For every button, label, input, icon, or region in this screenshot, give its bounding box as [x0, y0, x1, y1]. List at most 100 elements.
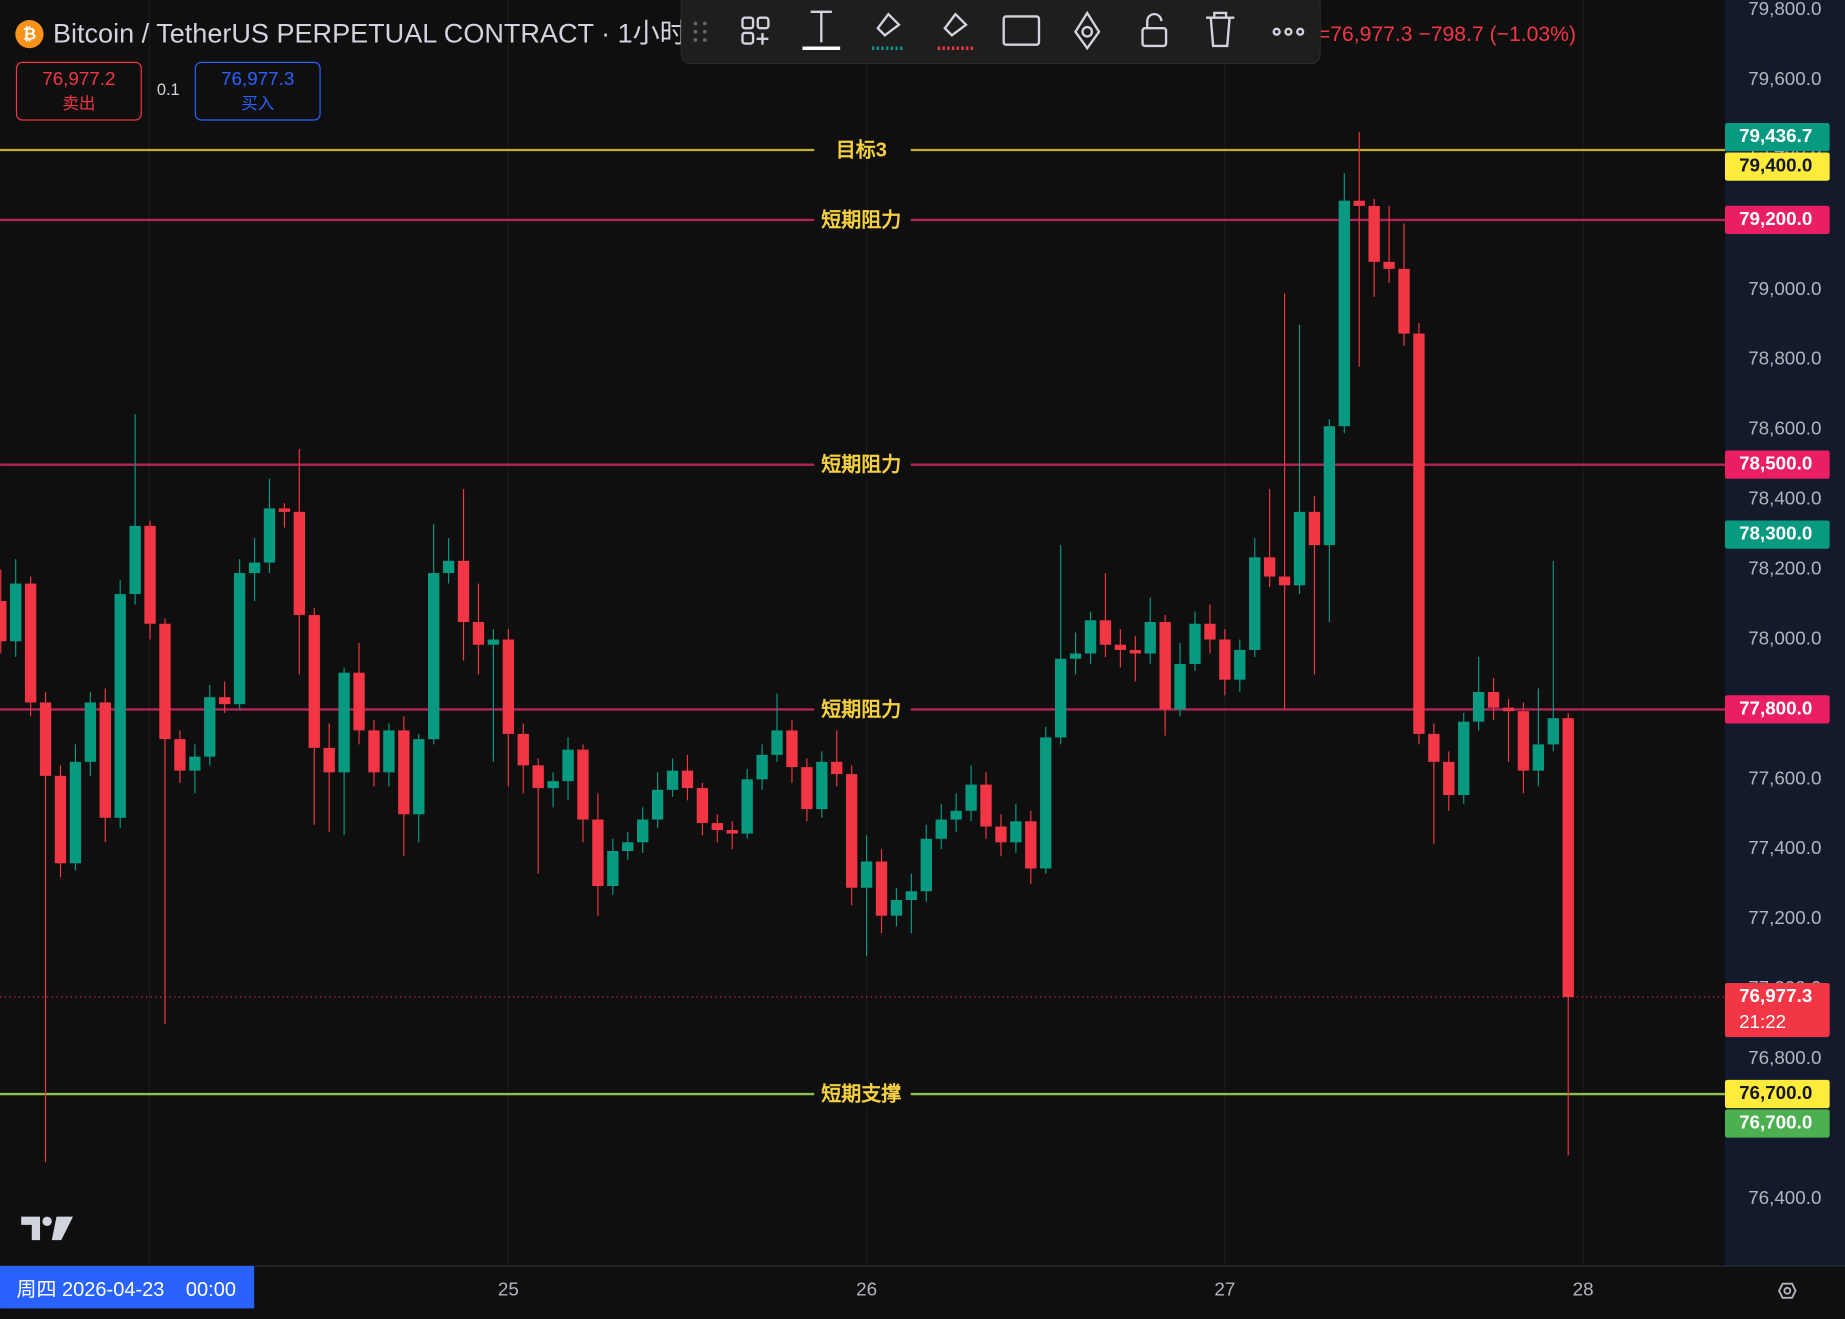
- candle-body: [248, 562, 261, 574]
- candle-body: [1249, 557, 1261, 650]
- y-tick-label: 79,600.0: [1748, 68, 1821, 89]
- candle-body: [383, 730, 395, 773]
- candle-body: [1084, 620, 1097, 654]
- candle-body: [1398, 268, 1410, 334]
- candle-body: [1159, 622, 1171, 710]
- x-tick-label: 26: [856, 1279, 877, 1300]
- tool-settings[interactable]: [1074, 10, 1101, 51]
- tool-lock-b: [1146, 13, 1163, 29]
- tool-text[interactable]: [810, 10, 832, 43]
- candle-body: [562, 749, 574, 782]
- candle-body: [10, 583, 22, 642]
- countdown: 21:22: [1739, 1011, 1786, 1032]
- candle-body: [1368, 205, 1380, 262]
- candle-body: [144, 525, 156, 624]
- candle-body: [1263, 557, 1276, 577]
- candle-body: [1129, 649, 1141, 654]
- y-tick-label: 76,800.0: [1748, 1047, 1821, 1068]
- btc-glyph: ₿: [23, 26, 36, 44]
- candle-body: [1025, 821, 1037, 869]
- tool-templates[interactable]: [741, 16, 755, 30]
- candle-body: [890, 899, 903, 916]
- candle-body: [592, 819, 604, 886]
- level-label-bg: [814, 138, 911, 162]
- level-label: 目标3: [836, 138, 887, 161]
- candle-body: [99, 702, 111, 818]
- y-tick-label: 76,400.0: [1748, 1187, 1821, 1208]
- candle-body: [263, 508, 276, 563]
- candle-body: [1040, 737, 1052, 869]
- candle-body: [950, 810, 962, 820]
- tool-lock[interactable]: [1141, 27, 1168, 48]
- axis-settings[interactable]: [1778, 1282, 1797, 1299]
- price-tag: [1724, 982, 1830, 1038]
- y-tick-label: 78,200.0: [1748, 558, 1821, 579]
- candle-body: [1532, 744, 1545, 771]
- candle-body: [920, 838, 932, 892]
- price-tag: [1724, 520, 1830, 549]
- tool-templates-d: [756, 32, 769, 45]
- candle-body: [1054, 658, 1067, 738]
- candle-body: [1278, 576, 1291, 586]
- buy-button[interactable]: [194, 61, 321, 121]
- candle-body: [1234, 649, 1246, 680]
- price-tag-label: 77,800.0: [1739, 697, 1812, 718]
- candle-body: [1413, 333, 1425, 734]
- candle-body: [831, 761, 843, 775]
- tool-alert[interactable]: [1002, 15, 1041, 46]
- candle-body: [1517, 711, 1530, 771]
- sell-button[interactable]: [15, 61, 142, 121]
- symbol: Bitcoin / TetherUS PERPETUAL CONTRACT · …: [53, 18, 703, 48]
- candle-body: [24, 583, 37, 703]
- candle-body: [1547, 718, 1559, 745]
- candle-body: [1308, 511, 1321, 546]
- candle-body: [39, 702, 52, 776]
- y-tick-label: 78,800.0: [1748, 348, 1821, 369]
- candle-body: [1099, 620, 1112, 645]
- candle-body: [622, 842, 634, 852]
- candle-body: [1323, 426, 1336, 546]
- candle-body: [726, 830, 738, 834]
- candle-body: [114, 594, 126, 818]
- candle-body: [1069, 653, 1082, 659]
- tool-delete[interactable]: [1206, 11, 1235, 48]
- y-tick-label: 78,600.0: [1748, 418, 1821, 439]
- candle-body: [845, 774, 858, 888]
- price-tag-label: 78,500.0: [1739, 453, 1812, 474]
- candle-body: [547, 781, 559, 789]
- candle-body: [875, 861, 888, 916]
- candle-body: [338, 672, 350, 773]
- crosshair-time: 00:00: [186, 1279, 236, 1301]
- y-tick-label: 79,000.0: [1748, 278, 1821, 299]
- price-tag: [1724, 1079, 1830, 1109]
- candle-body: [204, 697, 216, 757]
- candle-body: [1338, 200, 1350, 427]
- tool-line-color[interactable]: [943, 12, 968, 37]
- drag-handle: [693, 21, 707, 42]
- price-tag: [1724, 450, 1830, 479]
- crosshair-day: 周四 2026-04-23: [16, 1279, 164, 1301]
- candle-body: [1353, 200, 1365, 206]
- price-tag: [1724, 695, 1830, 724]
- candle-body: [935, 819, 947, 839]
- candle-body: [323, 747, 335, 773]
- candle-body: [801, 767, 813, 810]
- y-tick-label: 77,200.0: [1748, 907, 1821, 928]
- candle-body: [353, 672, 365, 731]
- candle-body: [1219, 639, 1231, 680]
- tool-templates-c: [741, 31, 755, 45]
- tv-logo: [21, 1216, 73, 1241]
- candle-body: [84, 702, 97, 762]
- toolbar-bg: [680, 0, 1321, 65]
- tool-more[interactable]: [1272, 27, 1281, 36]
- y-tick-label: 78,000.0: [1748, 627, 1821, 648]
- candle-body: [428, 573, 440, 740]
- candle-body: [472, 622, 485, 645]
- candle-body: [129, 525, 141, 595]
- price-tag-label: 79,200.0: [1739, 208, 1812, 229]
- candle-body: [54, 775, 67, 864]
- tool-fill[interactable]: [876, 12, 901, 37]
- candle-body: [368, 730, 380, 773]
